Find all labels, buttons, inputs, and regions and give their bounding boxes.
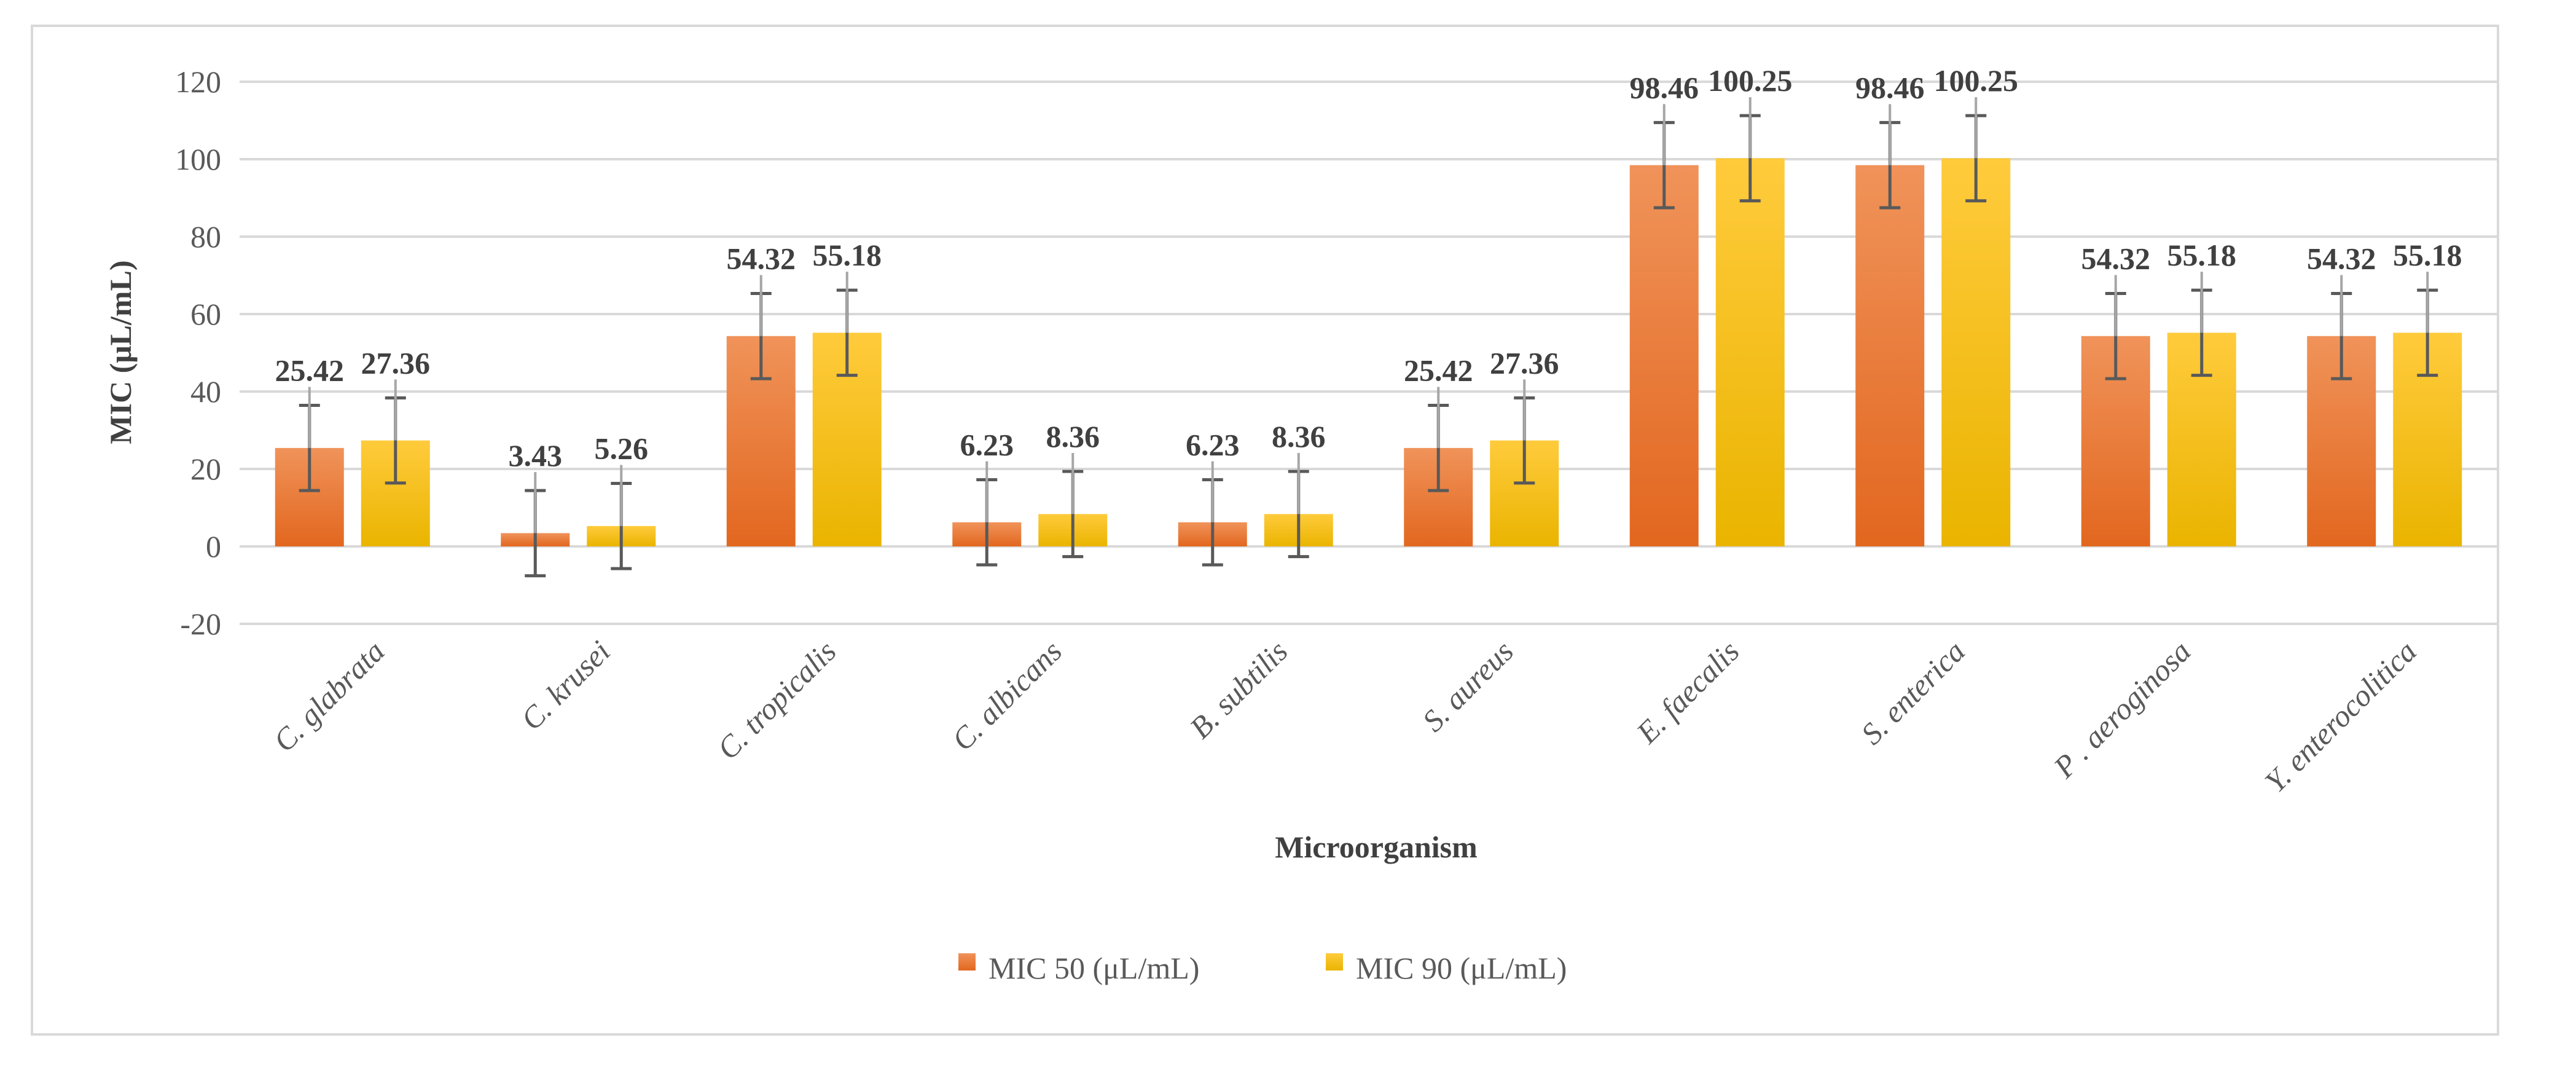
x-tick-label: E. faecalis [1629, 634, 1746, 750]
bar [1629, 165, 1699, 546]
data-label: 98.46 [1630, 70, 1699, 104]
legend-swatch-mic50 [958, 953, 976, 971]
y-tick-label: 120 [175, 65, 221, 99]
x-tick-label: S. enterica [1854, 634, 1971, 751]
y-tick-label: 60 [190, 297, 221, 331]
legend: MIC 50 (μL/mL) MIC 90 (μL/mL) [958, 951, 1567, 985]
data-label: 100.25 [1708, 63, 1793, 98]
data-label: 3.43 [509, 438, 563, 473]
y-tick-label: 20 [190, 452, 221, 486]
data-label: 8.36 [1272, 419, 1326, 454]
data-label: 100.25 [1934, 63, 2019, 98]
data-label: 5.26 [595, 431, 649, 466]
x-tick-label: C. krusei [514, 634, 617, 736]
data-label: 8.36 [1046, 419, 1100, 454]
x-axis-title: Microorganism [1275, 830, 1478, 864]
data-label: 25.42 [1404, 353, 1473, 388]
legend-swatch-mic90 [1326, 953, 1343, 971]
data-label: 54.32 [2307, 241, 2376, 275]
y-axis-title: MIC (μL/mL) [103, 260, 138, 444]
data-label: 55.18 [813, 238, 882, 272]
data-label: 6.23 [1186, 427, 1240, 462]
data-label: 6.23 [960, 427, 1014, 462]
legend-label-mic90: MIC 90 (μL/mL) [1356, 951, 1567, 985]
x-tick-label: C. tropicalis [710, 634, 842, 766]
bar [1941, 158, 2011, 546]
data-label: 55.18 [2393, 238, 2462, 272]
data-label: 27.36 [361, 345, 431, 380]
data-label: 98.46 [1855, 70, 1925, 104]
y-tick-label: 40 [190, 374, 221, 409]
bar [1715, 158, 1785, 546]
x-tick-label: C. glabrata [267, 634, 391, 758]
bar [1855, 165, 1925, 546]
data-label: 25.42 [275, 353, 345, 388]
x-tick-label: C. albicans [945, 634, 1068, 757]
y-tick-label: -20 [180, 607, 221, 641]
y-tick-label: 0 [206, 529, 221, 564]
x-tick-label: Y. enterocolitica [2258, 634, 2423, 799]
data-label: 55.18 [2167, 238, 2237, 272]
x-tick-label: P . aeroginosa [2046, 634, 2198, 785]
data-label: 27.36 [1490, 345, 1559, 380]
y-tick-label: 100 [175, 142, 221, 176]
legend-label-mic50: MIC 50 (μL/mL) [989, 951, 1199, 985]
y-tick-label: 80 [190, 219, 221, 254]
data-label: 54.32 [2081, 241, 2151, 275]
x-tick-label: S. aureus [1415, 634, 1520, 738]
x-tick-label: B. subtilis [1183, 634, 1294, 745]
data-label: 54.32 [727, 241, 796, 275]
